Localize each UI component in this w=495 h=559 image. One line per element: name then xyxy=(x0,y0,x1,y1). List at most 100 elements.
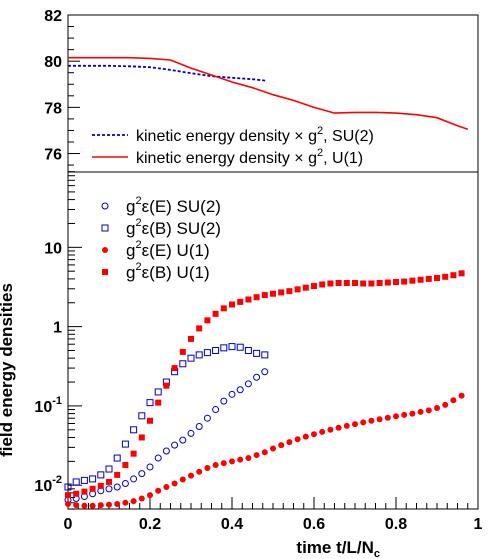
data-point xyxy=(417,276,424,283)
data-point xyxy=(171,365,178,372)
data-point xyxy=(212,346,220,354)
data-point xyxy=(114,500,121,507)
bottom-legend-label-rest: ε(E) U(1) xyxy=(142,241,210,260)
data-point xyxy=(130,475,138,483)
bottom-legend-label-rest: ε(E) SU(2) xyxy=(142,197,221,216)
data-point xyxy=(113,454,121,462)
bottom-legend-label: g2ε(E) SU(2) xyxy=(126,195,221,216)
data-point xyxy=(319,281,326,288)
data-point xyxy=(179,360,187,368)
top-legend-label-superscript: 2 xyxy=(317,125,323,137)
bottom-legend-label-rest: ε(B) SU(2) xyxy=(142,219,221,238)
data-point xyxy=(188,472,194,479)
top-series-line xyxy=(68,64,267,82)
data-point xyxy=(245,296,252,303)
top-y-axis: 76 78 80 82 xyxy=(44,8,80,166)
bottom-legend-label-g: g xyxy=(126,241,135,260)
data-point xyxy=(294,436,301,443)
data-point xyxy=(261,449,268,456)
data-point xyxy=(97,471,105,479)
data-point xyxy=(376,416,383,423)
data-point xyxy=(187,354,195,362)
data-point xyxy=(147,417,153,424)
x-axis-title-subscript: c xyxy=(374,548,380,559)
data-point xyxy=(163,483,170,490)
data-point xyxy=(425,407,432,414)
data-point xyxy=(270,445,276,452)
bottom-y-tick-label-exponent: -2 xyxy=(52,474,62,486)
data-point xyxy=(188,335,194,342)
bottom-y-tick-label-base: 10 xyxy=(34,399,52,416)
bottom-legend-label-rest: ε(B) U(1) xyxy=(142,263,210,282)
data-point xyxy=(106,501,112,508)
bottom-legend-marker xyxy=(102,269,108,275)
data-point xyxy=(105,465,113,473)
data-point xyxy=(179,476,186,483)
data-point xyxy=(261,351,269,359)
bottom-x-tick-label: 0.6 xyxy=(303,516,325,533)
bottom-legend-label-superscript: 2 xyxy=(135,195,141,207)
data-point xyxy=(203,414,211,422)
x-axis-title-main: time t/L/N xyxy=(296,538,373,557)
data-point xyxy=(162,447,170,455)
bottom-series-group xyxy=(64,368,269,504)
data-point xyxy=(450,272,457,279)
top-legend-label-times: × g xyxy=(290,128,317,145)
data-point xyxy=(72,478,80,486)
data-point xyxy=(196,468,203,475)
data-point xyxy=(228,343,236,351)
data-point xyxy=(146,399,154,407)
data-point xyxy=(335,279,342,286)
data-point xyxy=(434,275,440,282)
top-series-line xyxy=(68,56,469,131)
data-point xyxy=(278,442,285,449)
bottom-x-tick-label: 0.2 xyxy=(139,516,161,533)
data-point xyxy=(409,410,416,417)
data-point xyxy=(114,471,121,478)
data-point xyxy=(335,424,342,431)
bottom-legend-label-g: g xyxy=(126,219,135,238)
bottom-y-tick-label: 10 xyxy=(44,240,62,257)
data-point xyxy=(384,414,391,421)
data-point xyxy=(434,405,440,412)
top-legend-label-times: × g xyxy=(290,150,317,167)
data-point xyxy=(229,301,235,308)
top-legend-label-superscript: 2 xyxy=(317,147,323,159)
bottom-series-group xyxy=(65,392,465,509)
data-point xyxy=(393,413,399,420)
data-point xyxy=(244,380,252,388)
data-point xyxy=(228,390,236,398)
data-point xyxy=(327,280,334,287)
top-series xyxy=(68,56,469,131)
bottom-series-group xyxy=(64,343,269,491)
top-y-tick-label: 80 xyxy=(44,54,62,71)
bottom-legend-marker xyxy=(101,202,109,210)
data-point xyxy=(270,290,276,297)
data-point xyxy=(65,500,71,507)
bottom-y-tick-label-exponent: -1 xyxy=(52,395,62,407)
x-axis-title: time t/L/Nc xyxy=(296,538,380,559)
bottom-legend-label-superscript: 2 xyxy=(135,261,141,273)
bottom-legend-marker xyxy=(102,247,108,253)
bottom-y-tick-label-base: 1 xyxy=(53,320,62,337)
data-point xyxy=(97,502,104,509)
data-point xyxy=(163,382,170,389)
top-legend-label-tail: , U(1) xyxy=(323,150,363,167)
data-point xyxy=(294,286,301,293)
data-point xyxy=(212,406,220,414)
bottom-y-tick-label: 10-1 xyxy=(34,395,62,416)
data-point xyxy=(384,279,391,286)
data-point xyxy=(261,368,269,376)
bottom-legend-marker xyxy=(101,224,109,232)
data-point xyxy=(220,460,227,467)
data-point xyxy=(236,386,244,394)
bottom-legend-label: g2ε(B) U(1) xyxy=(126,261,210,282)
data-point xyxy=(65,492,71,499)
data-point xyxy=(302,284,309,291)
bottom-x-tick-label: 0.8 xyxy=(385,516,407,533)
bottom-y-tick-label-base: 10 xyxy=(34,478,52,495)
data-point xyxy=(154,388,162,396)
data-point xyxy=(73,490,80,497)
